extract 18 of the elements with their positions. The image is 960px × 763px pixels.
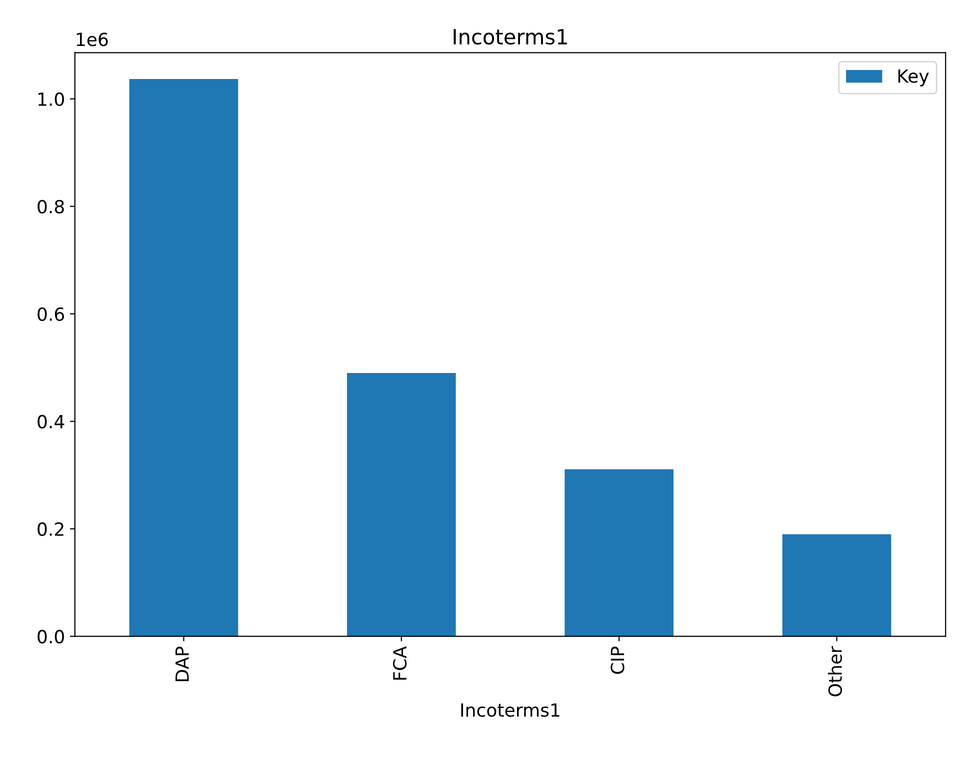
- bar: [564, 469, 674, 636]
- y-tick-label: 0.2: [38, 522, 64, 536]
- x-tick-label: Other: [828, 646, 842, 696]
- x-tick-label: DAP: [176, 646, 189, 682]
- x-axis-title: Incoterms1: [461, 703, 560, 717]
- chart-title: Incoterms1: [454, 29, 567, 45]
- y-tick-label: 0.4: [38, 414, 64, 428]
- bar: [129, 78, 238, 636]
- y-tick-label: 1.0: [38, 92, 64, 106]
- text: 1e6: [76, 32, 108, 46]
- x-tick-label: CIP: [610, 646, 624, 674]
- bar: [782, 534, 892, 636]
- x-tick-label: FCA: [392, 646, 407, 680]
- y-tick-label: 0.0: [38, 630, 64, 644]
- bar: [346, 372, 456, 636]
- legend-label: Key: [898, 69, 929, 86]
- y-tick-label: 0.8: [38, 200, 64, 214]
- y-tick-label: 0.6: [38, 307, 64, 321]
